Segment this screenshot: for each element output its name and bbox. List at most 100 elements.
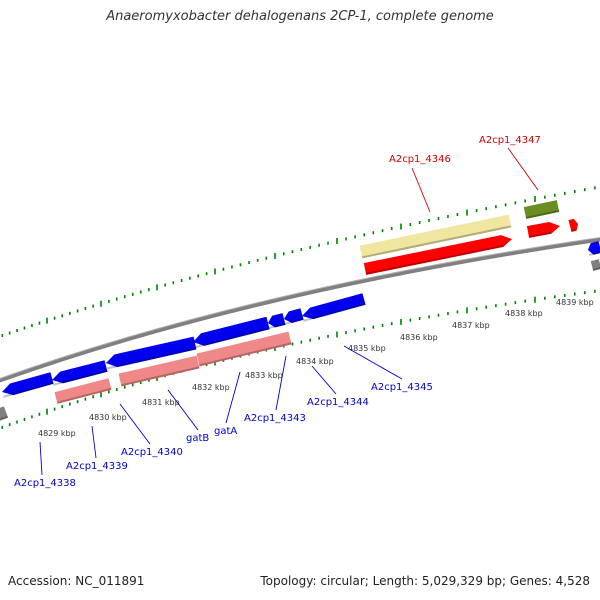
tick-label: 4834 kbp — [296, 357, 334, 366]
outer-tick — [524, 199, 526, 203]
reverse-cds-a2cp1-4345-shadow — [303, 302, 366, 322]
outer-tick — [309, 245, 311, 249]
outer-tick — [504, 203, 507, 207]
reverse-cds-a2cp1-4340 — [106, 336, 197, 370]
reverse-cds-edge-shadow — [588, 250, 600, 256]
outer-tick — [282, 252, 285, 256]
forward-cds-fragment-shadow — [570, 228, 577, 232]
outer-tick — [409, 223, 412, 227]
inner-tick — [345, 331, 347, 335]
reverse-cds-a2cp1-4338 — [2, 372, 54, 398]
outer-tick — [108, 299, 110, 303]
forward-cds-fragment-shape — [568, 218, 578, 232]
outer-tick — [197, 274, 200, 278]
inner-tick — [139, 381, 142, 385]
inner-tick — [1, 425, 4, 429]
inner-tick — [100, 391, 102, 398]
reverse-cds-a2cp1-4345-shape — [302, 293, 366, 320]
forward-cds-fragment — [568, 218, 578, 232]
gene-edge-gray-shape — [590, 259, 600, 271]
outer-tick — [31, 324, 33, 328]
outer-tick — [214, 268, 216, 275]
forward-cds-a2cp1-4347-shadow — [528, 231, 552, 238]
label-leader-line — [91, 425, 97, 459]
reverse-cds-a2cp1-4340-shadow — [106, 347, 197, 370]
outer-tick — [84, 307, 87, 311]
reverse-cds-a2cp1-4345 — [302, 293, 366, 322]
label-leader-line — [343, 345, 403, 380]
inner-tick — [108, 390, 110, 394]
trna-a2cp1-4347-shape — [523, 200, 560, 219]
inner-tick — [594, 289, 596, 293]
forward-gene-a2cp1-4346-shape — [359, 214, 512, 259]
inner-tick — [544, 296, 546, 300]
reverse-gene-gata — [196, 331, 292, 367]
inner-tick — [23, 417, 26, 421]
outer-tick — [164, 283, 166, 287]
inner-tick — [318, 336, 320, 340]
gene-edge-gray-left — [0, 406, 9, 422]
genome-backbone — [0, 237, 600, 383]
reverse-cds-a2cp1-4344-shape — [284, 308, 304, 324]
outer-tick — [139, 290, 142, 294]
reverse-cds-a2cp1-4338-shadow — [3, 381, 54, 398]
gene-label: A2cp1_4347 — [479, 135, 541, 146]
label-leader-line — [311, 365, 337, 395]
gene-edge-gray-left-shadow — [0, 415, 9, 422]
outer-tick — [485, 207, 488, 211]
outer-tick — [172, 281, 175, 285]
outer-tick — [553, 193, 556, 197]
reverse-gene-a2cp1-4339-shadow — [57, 387, 112, 404]
inner-tick — [8, 423, 11, 427]
reverse-gene-gata-shadow — [199, 342, 292, 367]
inner-tick — [131, 383, 134, 387]
inner-tick — [336, 331, 338, 338]
inner-tick — [466, 307, 468, 314]
reverse-cds-gatb-shape — [193, 316, 270, 346]
gene-label: A2cp1_4338 — [14, 478, 76, 489]
outer-tick — [8, 331, 11, 335]
forward-gene-a2cp1-4346-shadow — [361, 225, 512, 259]
tick-label: 4838 kbp — [505, 309, 543, 318]
inner-tick — [573, 292, 576, 296]
outer-tick — [428, 219, 430, 223]
inner-tick — [92, 395, 94, 399]
backbone-highlight — [0, 236, 600, 379]
outer-tick — [180, 278, 183, 282]
outer-tick — [1, 333, 4, 337]
inner-tick — [524, 299, 526, 303]
outer-tick — [274, 253, 276, 259]
reverse-cds-a2cp1-4344-shadow — [285, 317, 304, 325]
reverse-gene-a2cp1-4339 — [54, 378, 112, 404]
genome-summary-text: Topology: circular; Length: 5,029,329 bp… — [260, 574, 590, 588]
reverse-cds-a2cp1-4344 — [284, 308, 304, 325]
gene-label: gatA — [214, 426, 237, 437]
outer-tick — [544, 195, 546, 199]
outer-tick — [92, 304, 94, 308]
inner-tick — [309, 338, 311, 342]
outer-tick — [583, 188, 586, 192]
inner-tick-ring — [1, 289, 596, 429]
outer-tick — [514, 201, 517, 205]
inner-tick — [123, 385, 126, 389]
outer-tick — [372, 231, 375, 235]
feature-track — [0, 200, 600, 422]
inner-tick — [46, 408, 48, 415]
gene-label: gatB — [186, 433, 209, 444]
label-leaders — [39, 147, 539, 476]
outer-tick — [69, 311, 71, 315]
outer-tick — [16, 329, 18, 333]
outer-tick — [123, 295, 126, 299]
outer-tick — [300, 248, 303, 252]
trna-a2cp1-4347-shadow — [525, 209, 560, 219]
reverse-cds-a2cp1-4340-shape — [106, 336, 197, 368]
outer-tick — [327, 241, 329, 245]
reverse-cds-a2cp1-4343-shadow — [268, 322, 286, 329]
inner-tick — [327, 334, 329, 338]
outer-tick — [318, 243, 320, 247]
inner-tick — [31, 415, 33, 419]
outer-tick — [156, 284, 158, 291]
inner-tick — [437, 313, 440, 317]
inner-tick — [400, 318, 402, 325]
